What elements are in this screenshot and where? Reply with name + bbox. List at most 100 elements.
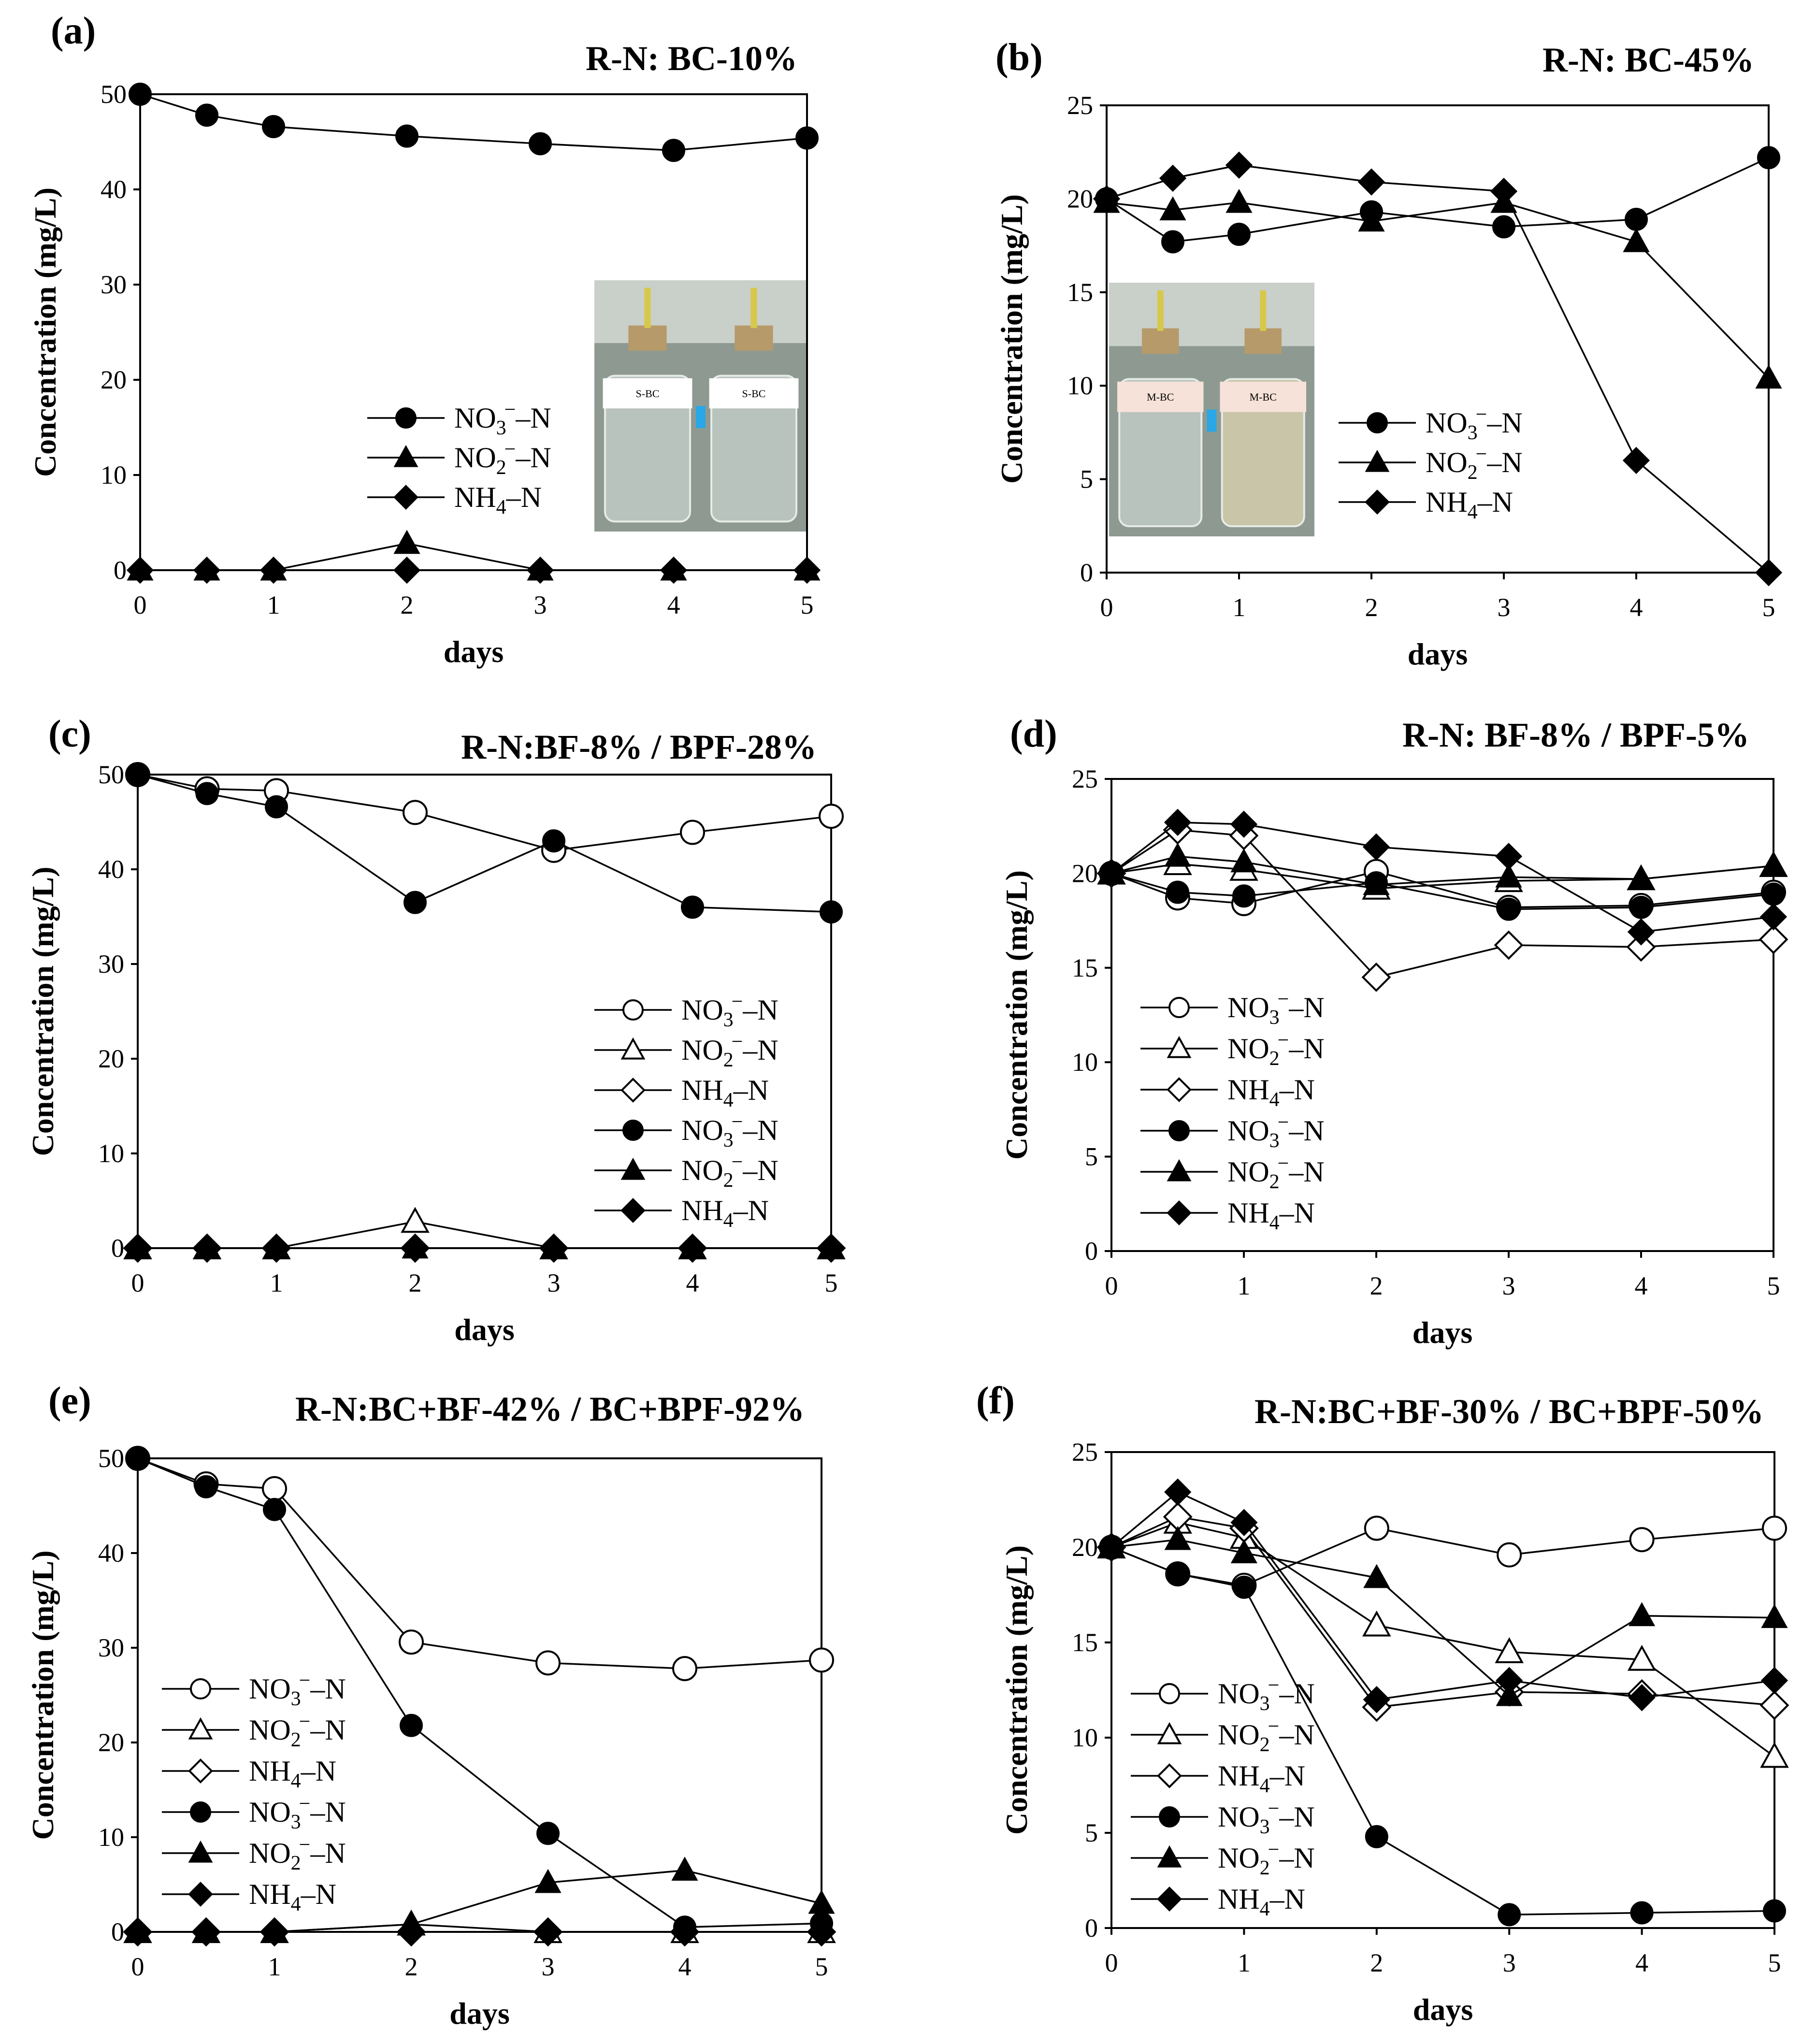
- legend-marker: [1159, 1806, 1180, 1828]
- data-point: [1760, 1667, 1788, 1694]
- legend-marker: [1168, 1120, 1190, 1141]
- series-2: [123, 1909, 836, 1943]
- x-axis-label: days: [449, 1996, 510, 2030]
- data-point: [1164, 842, 1191, 867]
- legend-marker: [1365, 489, 1390, 515]
- inset-photo: S-BC S-BC: [594, 280, 807, 532]
- legend-marker: [1168, 997, 1190, 1018]
- series-line: [140, 93, 807, 151]
- data-point: [672, 1656, 697, 1682]
- data-point: [1629, 895, 1653, 919]
- data-point: [1232, 884, 1255, 908]
- panel-title: R-N: BC-10%: [586, 39, 797, 78]
- data-point: [1230, 848, 1257, 873]
- data-point: [194, 1475, 218, 1498]
- data-point: [1159, 164, 1187, 192]
- data-point: [1495, 843, 1523, 870]
- panel-b: M-BC M-BC 0 5 10 15 20 25 0 1 2 3 4 5 days Concentratio…: [995, 36, 1783, 671]
- inset-photo: M-BC M-BC: [1109, 283, 1314, 536]
- data-point: [1762, 882, 1785, 906]
- series-1: [125, 1446, 834, 1682]
- legend-label: NO2−–N: [1227, 1029, 1325, 1070]
- data-point: [399, 1629, 424, 1655]
- legend-label: NH4–N: [681, 1074, 769, 1111]
- data-point: [793, 556, 821, 584]
- legend-label: NO3−–N: [1218, 1674, 1315, 1715]
- y-axis-label: Concentration (mg/L): [28, 187, 62, 477]
- legend-marker: [188, 1840, 213, 1863]
- data-point: [1496, 1667, 1523, 1694]
- x-axis-label: days: [454, 1312, 515, 1347]
- legend-label: NO2−–N: [1426, 443, 1523, 484]
- x-tick-label: 0: [1105, 1948, 1118, 1977]
- x-tick-label: 5: [815, 1952, 828, 1981]
- y-tick-label: 10: [98, 1823, 124, 1852]
- data-point: [1495, 1637, 1524, 1663]
- data-point: [1362, 833, 1390, 861]
- panel-e: 0 10 20 30 40 50 0 1 2 3 4 5 days Concentration (mg/L…: [26, 1380, 836, 2030]
- panel-title: R-N:BC+BF-42% / BC+BPF-92%: [295, 1390, 805, 1428]
- panel-label: (a): [51, 10, 96, 52]
- panel-label: (b): [995, 36, 1043, 79]
- legend-marker: [1159, 1683, 1180, 1704]
- series-line: [1106, 157, 1769, 243]
- y-tick-label: 20: [98, 1728, 124, 1757]
- panel-a: S-BC S-BC 0 10 20 30 40 50 0 1 2 3 4 5 days Concentrati…: [28, 10, 821, 669]
- data-point: [540, 1234, 568, 1262]
- data-point: [1495, 863, 1522, 888]
- data-point: [1363, 1564, 1390, 1588]
- data-point: [401, 1234, 429, 1262]
- data-point: [1628, 1684, 1656, 1712]
- y-tick-label: 30: [101, 270, 127, 299]
- data-point: [1232, 1575, 1256, 1599]
- x-tick-label: 1: [1238, 1271, 1251, 1300]
- data-point: [262, 1476, 287, 1501]
- legend-marker: [1157, 1845, 1182, 1868]
- data-point: [662, 139, 685, 162]
- x-tick-label: 4: [1635, 1948, 1648, 1977]
- series-3: [126, 556, 821, 584]
- legend-marker: [1157, 1886, 1182, 1912]
- data-point: [1492, 215, 1515, 239]
- legend-marker: [620, 1037, 646, 1060]
- data-point: [1759, 1690, 1789, 1720]
- x-tick-label: 3: [1502, 1271, 1515, 1300]
- legend-marker: [190, 1678, 211, 1699]
- legend-label: NO3−–N: [1227, 988, 1325, 1029]
- x-tick-label: 5: [801, 590, 814, 619]
- series-6: [1097, 808, 1788, 946]
- data-point: [1164, 808, 1192, 836]
- x-tick-label: 1: [267, 590, 280, 619]
- panel-title: R-N: BC-45%: [1543, 41, 1754, 79]
- y-tick-label: 40: [98, 1539, 124, 1568]
- legend-label: NO2−–N: [249, 1834, 346, 1874]
- data-point: [1230, 1509, 1258, 1536]
- series-line: [1111, 870, 1774, 908]
- data-point: [817, 1234, 845, 1262]
- x-tick-label: 2: [1370, 1271, 1383, 1300]
- data-point: [529, 132, 552, 156]
- legend-label: NO3−–N: [1218, 1798, 1315, 1838]
- x-tick-label: 4: [1635, 1271, 1648, 1300]
- data-point: [395, 124, 418, 148]
- data-point: [193, 556, 221, 584]
- y-tick-label: 0: [1080, 558, 1093, 587]
- x-axis-label: days: [1413, 1315, 1473, 1350]
- legend-marker: [188, 1717, 213, 1740]
- x-tick-label: 2: [405, 1952, 418, 1981]
- legend-marker: [622, 999, 644, 1021]
- legend-marker: [395, 407, 417, 429]
- series-line: [1111, 855, 1774, 886]
- panel-title: R-N:BF-8% / BPF-28%: [461, 728, 817, 766]
- y-tick-label: 25: [1067, 91, 1093, 120]
- data-point: [1159, 196, 1186, 220]
- data-point: [1363, 871, 1390, 895]
- legend-marker: [1167, 1200, 1192, 1225]
- data-point: [795, 126, 819, 150]
- data-point: [1623, 228, 1650, 252]
- legend-marker: [622, 1120, 644, 1141]
- y-tick-label: 20: [101, 365, 127, 394]
